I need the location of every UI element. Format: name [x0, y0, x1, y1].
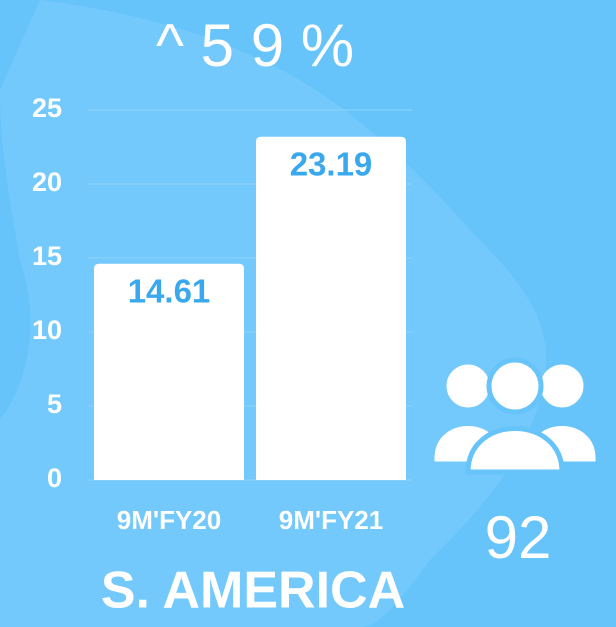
y-tick-label: 15: [32, 241, 62, 271]
bar: [94, 263, 244, 480]
y-tick-label: 20: [32, 167, 62, 197]
region-label: S. AMERICA: [101, 562, 405, 620]
y-tick-label: 5: [47, 389, 62, 419]
x-tick-label: 9M'FY21: [279, 505, 383, 535]
y-tick-label: 25: [32, 93, 62, 123]
chart-title: ^ 5 9 %: [156, 12, 354, 79]
annotation: 92: [485, 504, 552, 571]
value-label: 14.61: [128, 272, 211, 309]
people-icon: [434, 357, 596, 475]
bar: [256, 136, 406, 480]
y-tick-label: 0: [47, 463, 62, 493]
value-label: 23.19: [290, 146, 373, 183]
y-tick-label: 10: [32, 315, 62, 345]
x-tick-label: 9M'FY20: [117, 505, 221, 535]
